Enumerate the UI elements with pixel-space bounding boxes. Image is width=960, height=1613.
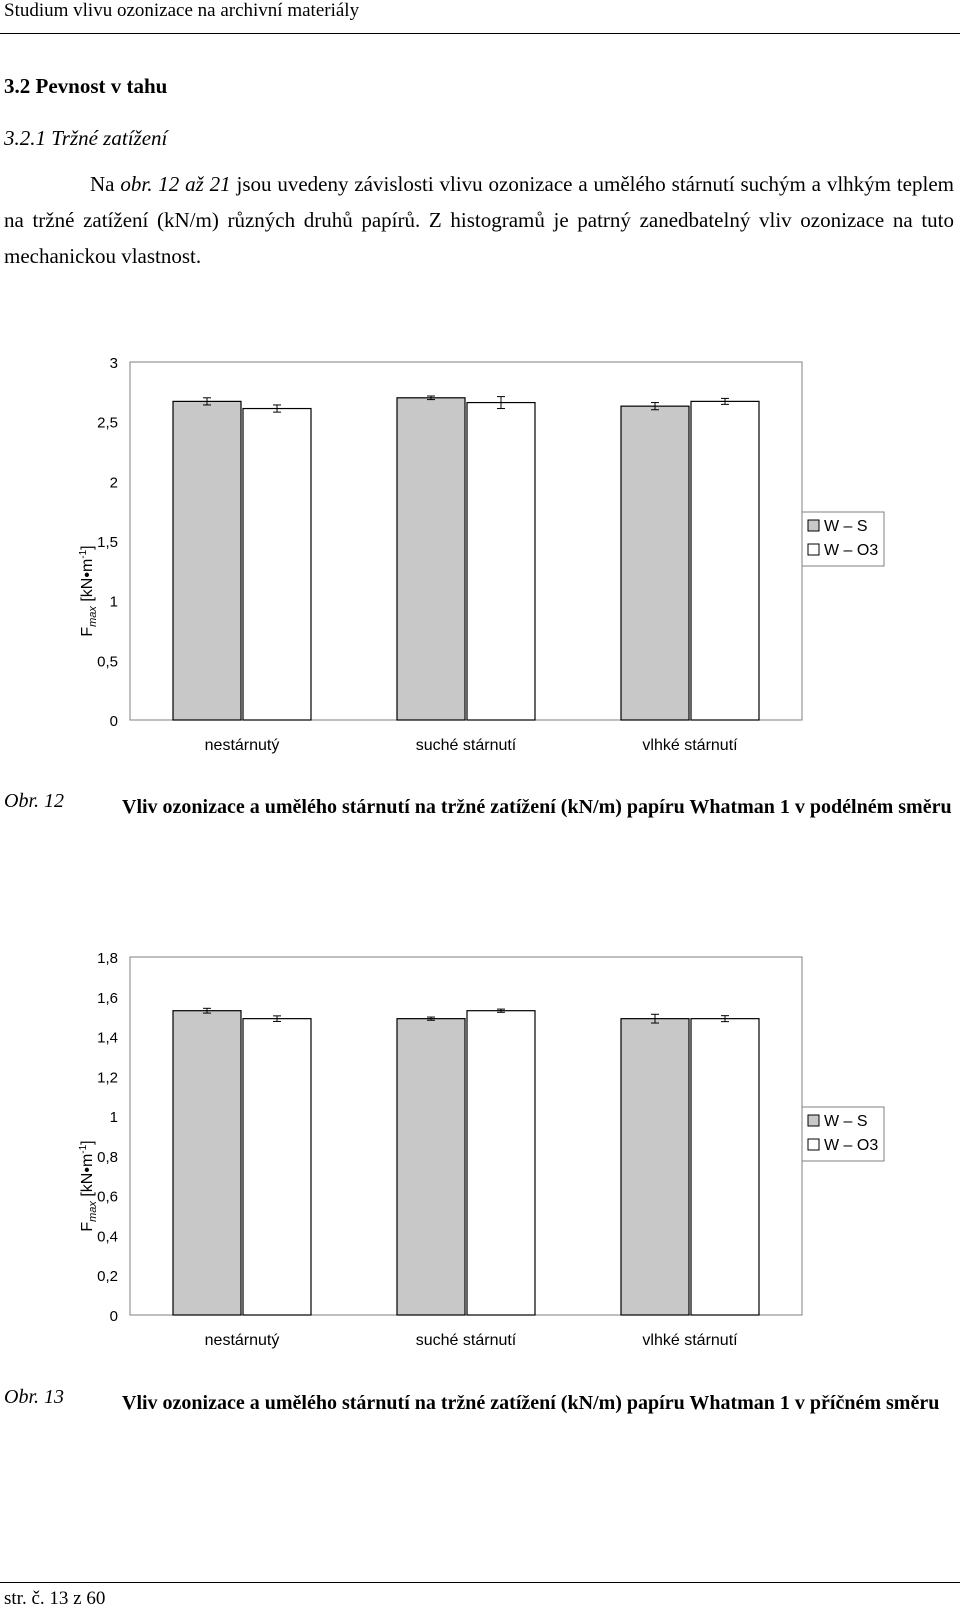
bar <box>396 397 466 721</box>
bar <box>466 401 536 721</box>
y-tick-label: 0,4 <box>97 1228 118 1245</box>
y-axis-label-part: -1 <box>78 549 89 558</box>
bar-chart-obr-13: 0 0,2 0,4 0,6 0,8 1 1,2 1,4 1,6 1,8 Fmax [kN•m-1] n… <box>78 950 885 1349</box>
y-tick-label: 1,4 <box>97 1030 118 1047</box>
y-axis-label: Fmax [kN•m-1] <box>78 545 99 636</box>
x-category-label: vlhké stárnutí <box>642 1332 738 1349</box>
page-number: str. č. 13 z 60 <box>4 1588 106 1609</box>
legend-label: W – O3 <box>824 542 878 559</box>
y-tick-label: 2 <box>110 474 118 491</box>
y-axis-label-part: max <box>87 606 99 627</box>
legend-label: W – O3 <box>824 1137 878 1154</box>
bar <box>242 1018 312 1316</box>
legend-label: W – S <box>824 518 868 535</box>
legend-swatch <box>807 1114 820 1127</box>
y-tick-label: 0 <box>110 1308 118 1325</box>
bar <box>396 1018 466 1316</box>
y-axis-label-part: [kN•m <box>79 1154 96 1201</box>
y-axis-label-part: F <box>79 1222 96 1232</box>
running-header: Studium vlivu ozonizace na archivní mate… <box>4 0 360 21</box>
y-axis-label-part: F <box>79 627 96 637</box>
y-tick-label: 2,5 <box>97 415 118 432</box>
y-tick-label: 1,8 <box>97 950 118 967</box>
bar <box>172 400 242 721</box>
legend-swatch <box>807 519 820 532</box>
legend-label: W – S <box>824 1113 868 1130</box>
bar <box>620 1018 690 1316</box>
x-category-label: suché stárnutí <box>416 1332 517 1349</box>
footer-rule <box>0 1582 960 1583</box>
x-category-label: suché stárnutí <box>416 737 517 754</box>
y-tick-label: 0,8 <box>97 1149 118 1166</box>
bar <box>466 1010 536 1316</box>
y-axis-label-part: [kN•m <box>79 559 96 606</box>
y-axis-label-part: -1 <box>78 1144 89 1153</box>
legend-swatch <box>807 1138 820 1151</box>
x-category-label: vlhké stárnutí <box>642 737 738 754</box>
legend-swatch <box>807 543 820 556</box>
y-tick-label: 0,6 <box>97 1189 118 1206</box>
figure-reference: obr. 12 až 21 <box>120 172 231 196</box>
y-tick-label: 1,6 <box>97 990 118 1007</box>
bar <box>690 1018 760 1316</box>
bar <box>242 407 312 721</box>
caption-text: Vliv ozonizace a umělého stárnutí na trž… <box>122 1392 940 1414</box>
y-tick-label: 0,2 <box>97 1268 118 1285</box>
y-tick-label: 0,5 <box>97 653 118 670</box>
y-tick-label: 3 <box>110 355 118 372</box>
subsection-heading: 3.2.1 Tržné zatížení <box>4 126 168 150</box>
body-paragraph: Na obr. 12 až 21 jsou uvedeny závislosti… <box>4 166 954 274</box>
x-category-label: nestárnutý <box>205 737 280 754</box>
bar <box>620 405 690 721</box>
y-axis-label-part: ] <box>79 1140 96 1144</box>
section-heading: 3.2 Pevnost v tahu <box>4 74 168 98</box>
bar <box>690 400 760 721</box>
y-axis-label-part: max <box>87 1201 99 1222</box>
caption-number: Obr. 13 <box>4 1386 65 1408</box>
y-axis-label: Fmax [kN•m-1] <box>78 1140 99 1231</box>
caption-text: Vliv ozonizace a umělého stárnutí na trž… <box>122 796 952 818</box>
x-category-label: nestárnutý <box>205 1332 280 1349</box>
bar <box>172 1010 242 1316</box>
paragraph-text: jsou uvedeny závislosti vlivu ozonizace … <box>4 172 954 268</box>
y-tick-label: 1,5 <box>97 534 118 551</box>
bar-chart-obr-12: 0 0,5 1 1,5 2 2,5 3 Fmax [kN•m-1] nestárnutý such… <box>78 355 885 754</box>
y-tick-label: 0 <box>110 713 118 730</box>
y-tick-label: 1 <box>110 594 118 611</box>
paragraph-prefix: Na <box>90 172 121 196</box>
caption-number: Obr. 12 <box>4 790 65 812</box>
y-tick-label: 1,2 <box>97 1069 118 1086</box>
header-rule <box>0 33 960 34</box>
y-axis-label-part: ] <box>79 545 96 549</box>
y-tick-label: 1 <box>110 1109 118 1126</box>
